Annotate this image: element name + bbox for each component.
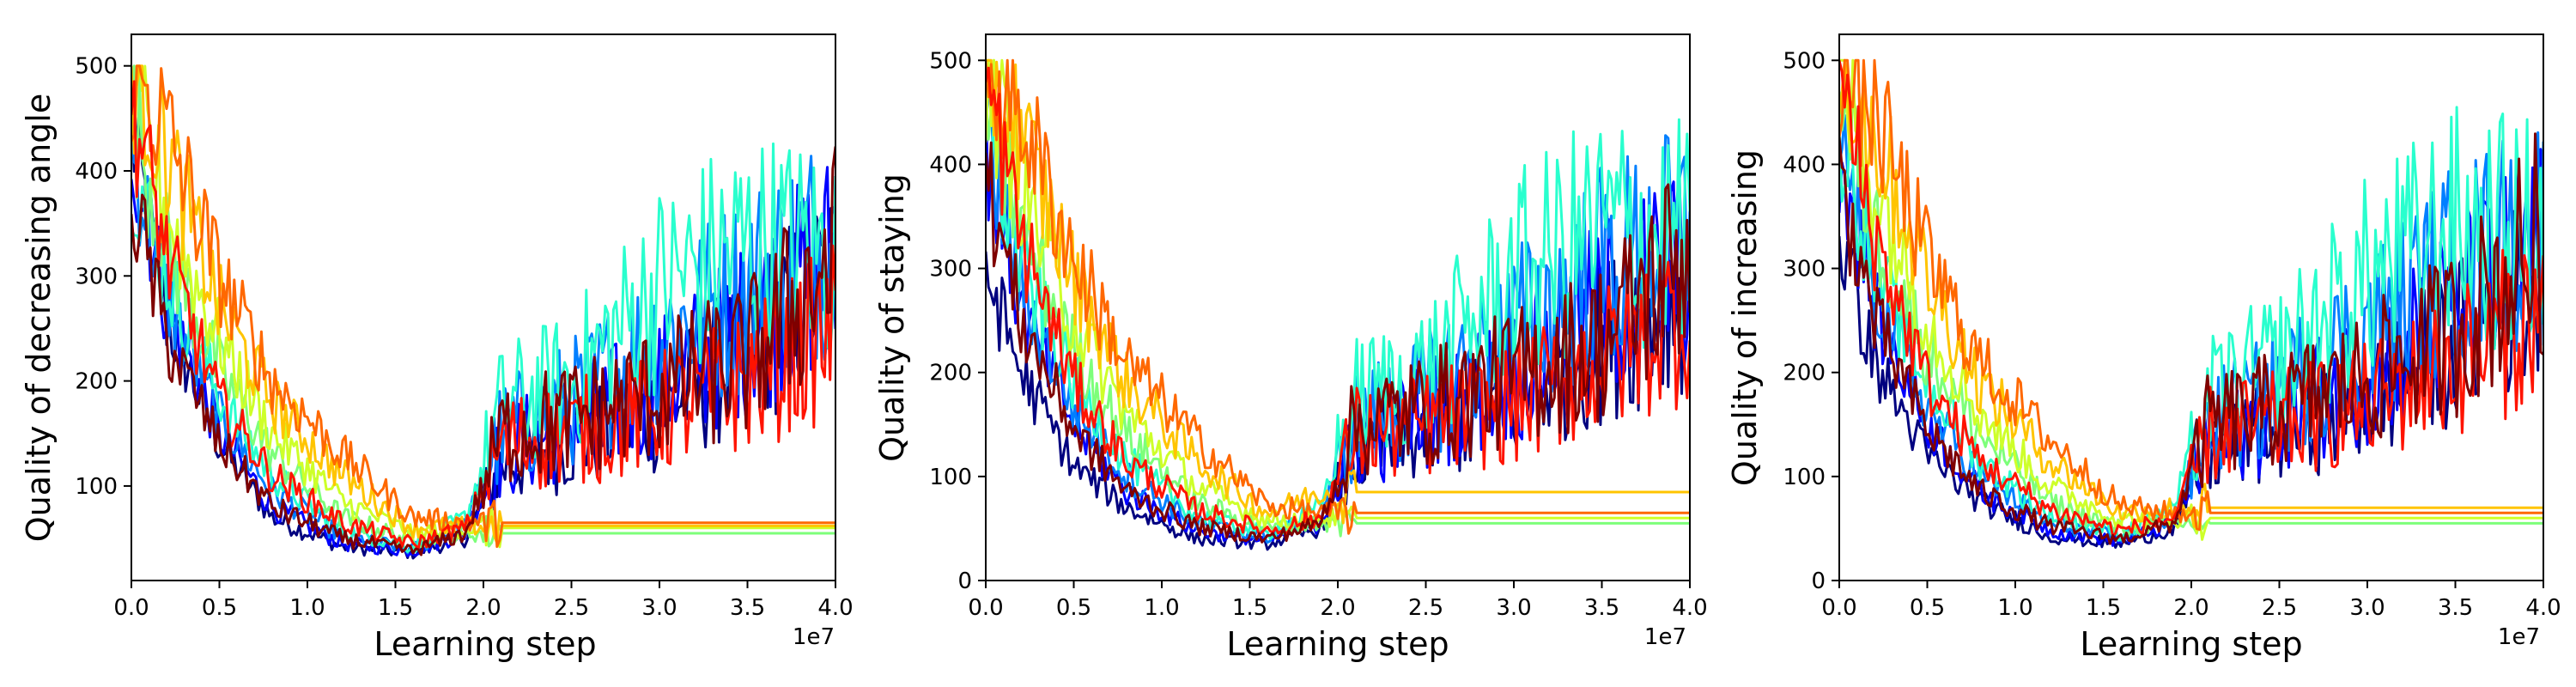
y-tick-label: 500 <box>75 54 118 80</box>
y-tick-label: 300 <box>1783 257 1826 283</box>
y-tick-label: 500 <box>1783 48 1826 74</box>
series-line <box>131 64 835 548</box>
x-tick-label: 0.0 <box>968 595 1003 621</box>
x-tick-label: 2.0 <box>2173 595 2208 621</box>
series-line <box>131 64 835 544</box>
x-axis-label: Learning step <box>2080 625 2302 663</box>
x-tick-label: 4.0 <box>2525 595 2561 621</box>
y-tick-label: 400 <box>75 159 118 185</box>
x-tick-label: 3.5 <box>2438 595 2473 621</box>
x-tick-label: 3.5 <box>1584 595 1619 621</box>
x-tick-label: 1.5 <box>378 595 413 621</box>
x-tick-label: 2.5 <box>2262 595 2297 621</box>
panel-staying: Quality of staying Learning step 1e7 0.0… <box>873 33 1708 663</box>
series-line <box>1839 58 2543 532</box>
x-tick-label: 2.5 <box>554 595 589 621</box>
x-tick-label: 0.0 <box>113 595 149 621</box>
y-tick-label: 400 <box>1783 152 1826 178</box>
series-line <box>1839 132 2543 545</box>
y-tick-label: 100 <box>929 465 972 490</box>
series-line <box>1839 58 2543 541</box>
x-tick-label: 2.0 <box>465 595 501 621</box>
series-line <box>131 131 835 555</box>
series-group <box>1839 58 2543 549</box>
series-line <box>131 146 835 556</box>
x-tick-label: 0.5 <box>1056 595 1091 621</box>
y-tick-label: 100 <box>75 474 118 500</box>
series-line <box>986 58 1690 535</box>
x-axis-label: Learning step <box>1226 625 1449 663</box>
y-tick-label: 200 <box>929 361 972 386</box>
x-tick-label: 1.0 <box>289 595 325 621</box>
x-tick-label: 3.0 <box>1496 595 1531 621</box>
x-offset-label: 1e7 <box>793 624 835 650</box>
x-tick-label: 4.0 <box>817 595 853 621</box>
x-tick-label: 0.0 <box>1821 595 1856 621</box>
y-tick-label: 0 <box>957 568 972 594</box>
y-tick-label: 200 <box>1783 361 1826 386</box>
y-tick-label: 500 <box>929 48 972 74</box>
x-tick-label: 0.5 <box>1910 595 1945 621</box>
series-line <box>1839 113 2543 544</box>
x-tick-label: 1.5 <box>2086 595 2121 621</box>
series-group <box>131 64 835 560</box>
y-tick-label: 0 <box>1811 568 1826 594</box>
panel-decreasing-angle: Quality of decreasing angle Learning ste… <box>20 33 854 663</box>
x-axis-label: Learning step <box>374 625 596 663</box>
series-line <box>986 66 1690 536</box>
y-tick-label: 200 <box>75 369 118 395</box>
y-tick-label: 400 <box>929 152 972 178</box>
series-line <box>986 58 1690 525</box>
x-offset-label: 1e7 <box>2498 624 2540 650</box>
x-tick-label: 1.5 <box>1232 595 1267 621</box>
x-offset-label: 1e7 <box>1644 624 1686 650</box>
series-group <box>986 58 1690 551</box>
x-tick-label: 3.5 <box>730 595 765 621</box>
series-line <box>986 141 1690 544</box>
panel-increasing: Quality of increasing Learning step 1e7 … <box>1726 33 2561 663</box>
y-tick-label: 300 <box>75 264 118 289</box>
x-tick-label: 0.5 <box>202 595 237 621</box>
x-tick-label: 3.0 <box>2349 595 2385 621</box>
x-tick-label: 4.0 <box>1672 595 1707 621</box>
series-line <box>131 64 835 549</box>
x-tick-label: 3.0 <box>641 595 677 621</box>
y-axis-label: Quality of staying <box>873 173 911 462</box>
y-axis-label: Quality of increasing <box>1726 149 1764 486</box>
x-tick-label: 2.5 <box>1408 595 1443 621</box>
y-tick-label: 300 <box>929 257 972 283</box>
y-axis-label: Quality of decreasing angle <box>20 94 58 542</box>
x-tick-label: 1.0 <box>1997 595 2032 621</box>
x-tick-label: 2.0 <box>1320 595 1355 621</box>
x-tick-label: 1.0 <box>1144 595 1179 621</box>
y-tick-label: 100 <box>1783 465 1826 490</box>
